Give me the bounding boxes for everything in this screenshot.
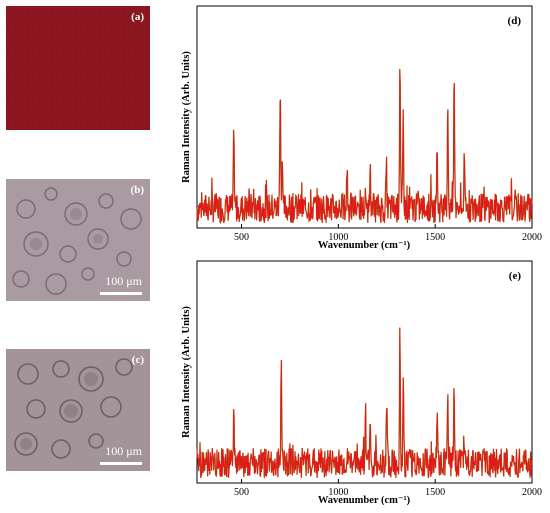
x-tick-label: 1000 [328, 232, 348, 243]
x-tick-label: 1000 [328, 487, 348, 498]
image-panel-a: (a) [6, 6, 150, 130]
raman-spectrum-chart-e: 500 1000 1500 2000 (e) Wavenumber (cm⁻¹) Ra… [181, 260, 542, 506]
spectrum-line [196, 69, 533, 224]
x-tick-label: 1500 [425, 487, 445, 498]
scalebar-label: 100 μm [105, 274, 142, 288]
panel-label-c: (c) [131, 354, 144, 366]
scalebar-label: 100 μm [105, 444, 142, 458]
tick-layer: 500 1000 1500 2000 [234, 224, 542, 243]
micrograph-b [6, 179, 150, 301]
micrograph-c [6, 349, 150, 471]
plot-frame [196, 5, 533, 229]
x-axis-label: Wavenumber (cm⁻¹) [318, 495, 411, 506]
panel-label-e: (e) [509, 270, 522, 282]
scalebar [100, 292, 142, 295]
x-tick-label: 2000 [522, 487, 542, 498]
image-panel-b: (b) 100 μm [6, 179, 150, 301]
raman-spectrum-chart-d: 500 1000 1500 2000 (d) Wavenumber (cm⁻¹) Ra… [181, 5, 542, 251]
panel-label-b: (b) [130, 184, 144, 196]
plot-frame [196, 260, 533, 484]
series-layer [196, 327, 533, 479]
film-image [6, 6, 150, 130]
tick-layer: 500 1000 1500 2000 [234, 479, 542, 498]
series-layer [196, 69, 533, 225]
panel-label-d: (d) [508, 15, 522, 27]
panel-label-a: (a) [131, 11, 144, 23]
scalebar [100, 462, 142, 465]
x-axis-label: Wavenumber (cm⁻¹) [318, 240, 411, 251]
x-tick-label: 2000 [522, 232, 542, 243]
x-tick-label: 1500 [425, 232, 445, 243]
image-panel-c: (c) 100 μm [6, 349, 150, 471]
y-axis-label: Raman Intensity (Arb. Units) [181, 306, 192, 438]
spectrum-line [196, 327, 533, 479]
x-tick-label: 500 [234, 487, 249, 498]
x-tick-label: 500 [234, 232, 249, 243]
y-axis-label: Raman Intensity (Arb. Units) [181, 51, 192, 183]
